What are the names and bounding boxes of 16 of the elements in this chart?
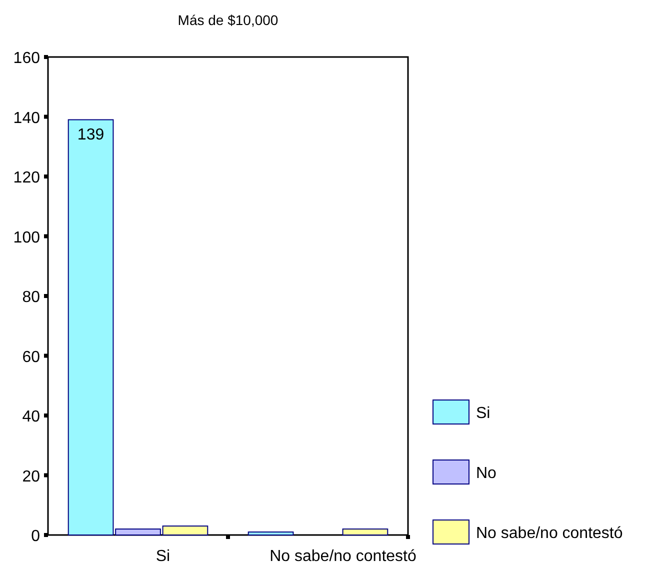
bar (342, 528, 388, 536)
y-tick-label: 160 (13, 50, 40, 67)
data-label: 139 (77, 126, 104, 144)
legend-label: Si (476, 405, 490, 422)
y-tick-label: 40 (22, 408, 40, 426)
y-tick-label: 20 (22, 468, 40, 486)
y-tick-label: 80 (22, 289, 40, 306)
chart-title: Más de $10,000 (178, 12, 278, 28)
legend-label: No (476, 465, 497, 482)
y-tick-label: 120 (13, 170, 40, 186)
y-tick-label: 140 (13, 110, 40, 127)
bar (248, 532, 294, 536)
y-tick-label: 100 (13, 229, 40, 246)
y-tick-label: 0 (31, 528, 40, 545)
y-tick-label: 60 (22, 348, 40, 366)
legend-label: No sabe/no contestó (476, 525, 623, 542)
